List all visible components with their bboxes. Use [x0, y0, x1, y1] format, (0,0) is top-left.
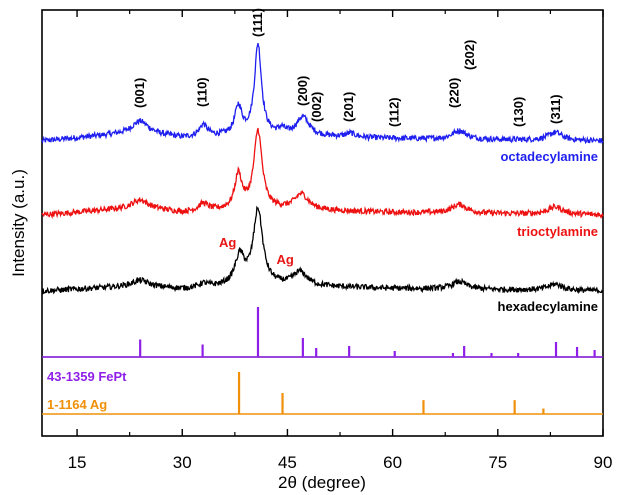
miller-label-5: (201): [341, 92, 356, 122]
miller-label-3: (200): [295, 76, 310, 106]
miller-label-4: (002): [309, 92, 324, 122]
miller-label-2: (111): [250, 8, 265, 37]
miller-label-6: (112): [387, 97, 402, 127]
ag-annotation-1: Ag: [277, 252, 294, 267]
miller-label-1: (110): [195, 77, 210, 107]
x-tick-label-3: 60: [383, 453, 402, 472]
x-tick-label-4: 75: [488, 453, 507, 472]
ag-annotation-0: Ag: [219, 235, 236, 250]
miller-label-0: (001): [132, 78, 147, 108]
series-label-octadecylamine: octadecylamine: [500, 149, 598, 164]
series-line-hexadecylamine: [41, 205, 604, 295]
y-axis-title: Intensity (a.u.): [9, 169, 28, 277]
miller-label-10: (311): [548, 94, 563, 124]
miller-label-8: (202): [462, 40, 477, 70]
plot-frame: [41, 9, 604, 437]
series-line-octadecylamine: [41, 42, 604, 145]
series-line-trioctylamine: [41, 127, 604, 220]
x-tick-label-2: 45: [278, 453, 297, 472]
x-tick-label-5: 90: [594, 453, 613, 472]
series-label-hexadecylamine: hexadecylamine: [498, 299, 598, 314]
series-label-trioctylamine: trioctylamine: [517, 224, 598, 239]
ref-label-1: 1-1164 Ag: [47, 397, 107, 412]
miller-label-9: (130): [511, 97, 526, 127]
x-tick-label-1: 30: [173, 453, 192, 472]
x-axis-title: 2θ (degree): [278, 473, 366, 492]
ref-label-0: 43-1359 FePt: [47, 369, 127, 384]
miller-label-7: (220): [446, 78, 461, 108]
x-tick-label-0: 15: [68, 453, 87, 472]
